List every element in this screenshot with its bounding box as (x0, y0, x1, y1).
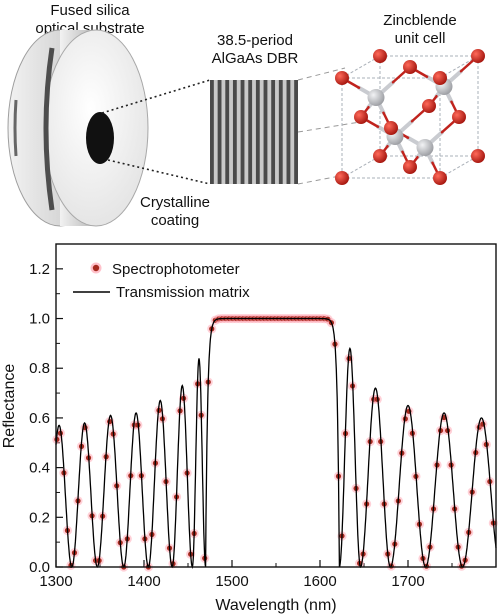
anion-atom (433, 71, 447, 85)
dbr-layer (232, 80, 237, 184)
x-tick-label: 1500 (215, 573, 248, 590)
y-tick-label: 0.2 (29, 509, 50, 526)
chart-legend: Spectrophotometer Transmission matrix (73, 261, 250, 301)
y-axis-title: Reflectance (1, 364, 18, 449)
unit-cell-label: Zincblende unit cell (383, 12, 457, 47)
x-axis-title: Wavelength (nm) (215, 597, 336, 614)
dbr-layer (210, 80, 214, 184)
zincblende-unit-cell (335, 49, 485, 185)
y-tick-label: 0.8 (29, 360, 50, 377)
anion-atom (335, 171, 349, 185)
dbr-layer (255, 80, 260, 184)
y-tick-label: 1.2 (29, 261, 50, 278)
cation-atom (367, 89, 385, 106)
dbr-stack (210, 80, 298, 184)
anion-atom (471, 149, 485, 163)
dbr-layer (286, 80, 291, 184)
cation-atom (416, 139, 434, 156)
y-tick-label: 0.6 (29, 410, 50, 427)
y-tick-label: 0.4 (29, 460, 50, 477)
x-tick-label: 1300 (39, 573, 72, 590)
anion-atom (373, 49, 387, 63)
dbr-layer (240, 80, 245, 184)
coating-label: Crystalline coating (139, 194, 211, 229)
anion-atom (471, 49, 485, 63)
illustration-graphics (7, 29, 485, 227)
transmission-matrix-series (55, 317, 497, 570)
dbr-layer (217, 80, 222, 184)
transmission-matrix-curve (55, 317, 497, 570)
anion-atom (384, 121, 398, 135)
dbr-layer (225, 80, 230, 184)
anion-atom (422, 99, 436, 113)
anion-atom (403, 160, 417, 174)
anion-atom (335, 71, 349, 85)
x-tick-label: 1700 (391, 573, 424, 590)
dbr-label: 38.5-period AlGaAs DBR (211, 32, 299, 67)
anion-atom (403, 60, 417, 74)
legend-spectrophotometer-marker-core (92, 264, 100, 272)
plot-frame (55, 243, 497, 568)
dbr-layer (263, 80, 268, 184)
dbr-layer (294, 80, 298, 184)
legend-transmission-label: Transmission matrix (116, 284, 250, 301)
x-tick-label: 1600 (303, 573, 336, 590)
y-tick-label: 1.0 (29, 311, 50, 328)
y-tick-label: 0.0 (29, 559, 50, 576)
x-tick-label: 1400 (127, 573, 160, 590)
anion-atom (433, 171, 447, 185)
legend-spectrophotometer-label: Spectrophotometer (112, 261, 240, 278)
anion-atom (373, 149, 387, 163)
dbr-layer (248, 80, 253, 184)
anion-atom (354, 110, 368, 124)
dbr-layer (271, 80, 276, 184)
anion-atom (452, 110, 466, 124)
zoom-lines-dbr (101, 79, 211, 185)
dbr-layer (278, 80, 283, 184)
crystalline-coating-spot (86, 112, 114, 164)
